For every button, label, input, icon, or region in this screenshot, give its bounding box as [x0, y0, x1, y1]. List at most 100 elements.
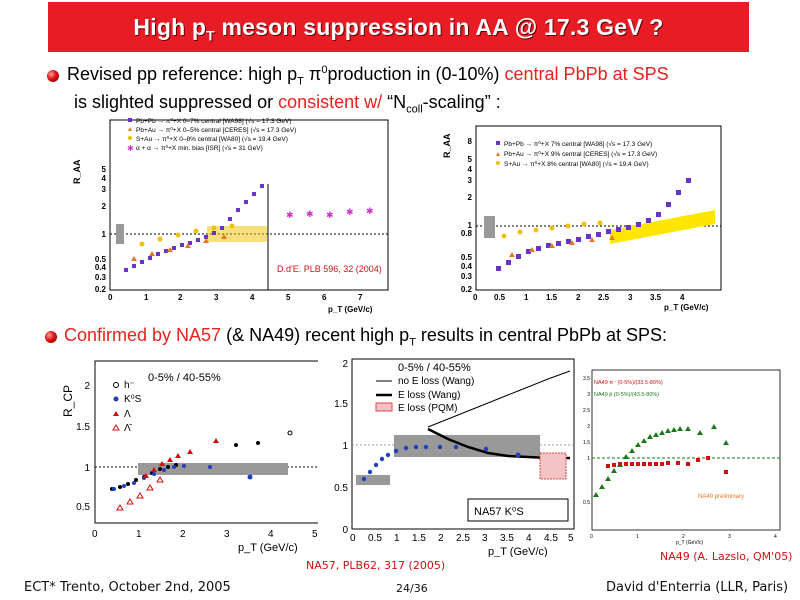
svg-text:✱: ✱ — [286, 210, 294, 220]
data-sau — [139, 223, 235, 247]
figure-raa-sps-2: R_AA Pb+Pb → π⁰+X 7% central [WA98] (√s … — [440, 122, 725, 312]
legend-entry: E loss (Wang) — [398, 390, 460, 401]
svg-text:✱: ✱ — [366, 206, 374, 216]
y-ticks: 0 0.5 1 1.5 2 — [334, 359, 348, 536]
tick: 3.5 — [650, 293, 662, 302]
svg-text:✱: ✱ — [306, 209, 314, 219]
legend-entry: Pb+Au → π⁰+X 9% central [CERES] (√s = 17… — [504, 150, 657, 158]
x-ticks: 0 0.5 1 1.5 2 2.5 3 3.5 4 — [473, 293, 685, 302]
tick: 0.3 — [461, 272, 473, 281]
legend-entry: K⁰S — [124, 394, 142, 405]
centrality-label: 0-5% / 40-55% — [398, 362, 471, 374]
highlight-text: Confirmed by NA57 — [64, 325, 222, 345]
text-sub: T — [409, 336, 416, 349]
tick: 5 — [102, 165, 107, 174]
text: results in central PbPb at SPS: — [415, 325, 668, 345]
tick: 0.2 — [95, 285, 107, 294]
title-part: High p — [133, 14, 207, 40]
footer-author: David d'Enterria (LLR, Paris) — [606, 580, 789, 595]
tick: 1.5 — [76, 422, 90, 433]
tick: 0.5 — [95, 255, 107, 264]
slide-title: High pT meson suppression in AA @ 17.3 G… — [48, 2, 749, 52]
tick: 2.5 — [456, 533, 470, 544]
tick: 3 — [224, 529, 230, 540]
tick: 1.5 — [412, 533, 426, 544]
tick: 0.5 — [494, 293, 506, 302]
tick: 4 — [774, 534, 777, 540]
data-sau — [501, 220, 603, 239]
tick: 1 — [636, 534, 639, 540]
y-ticks: 0.5 1 1.5 2 — [76, 381, 90, 513]
legend: h⁻ K⁰S Λ Λ̄ — [112, 380, 142, 434]
tick: 1 — [84, 463, 90, 474]
tick: 1.5 — [583, 440, 590, 446]
tick: 0 — [590, 534, 593, 540]
svg-text:✱: ✱ — [326, 210, 334, 220]
footer-venue: ECT* Trento, October 2nd, 2005 — [24, 580, 231, 595]
tick: 0 — [342, 525, 348, 536]
tick: 2 — [84, 381, 90, 392]
tick: 0.3 — [95, 273, 107, 282]
tick: 3 — [728, 534, 731, 540]
tick: 0.5 — [583, 500, 590, 506]
y-ticks: 0.5 1 1.5 2 2.5 3 3.5 — [583, 376, 590, 506]
tick: 1 — [468, 221, 473, 230]
tick: 0.5 — [334, 483, 348, 494]
highlight-text: consistent w/ — [278, 92, 383, 112]
legend-entry: Pb+Pb → π⁰+X 7% central [WA98] (√s = 17.… — [504, 140, 652, 148]
figure-rcp-na57-strange: R_CP 0-5% / 40-55% h⁻ K⁰S Λ Λ̄ 0 1 2 3 4… — [50, 357, 330, 557]
tick: 0 — [473, 293, 478, 302]
data-pbau — [509, 235, 615, 257]
tick: 0 — [108, 293, 113, 302]
tick: 4 — [250, 293, 255, 302]
legend-entry: Pb+Pb → π⁰+X 0–7% central [WA98] (√s = 1… — [136, 117, 291, 125]
svg-text:✱: ✱ — [346, 207, 354, 217]
text: production in (0-10%) — [327, 64, 505, 84]
tick: 2 — [102, 202, 107, 211]
text: “N — [382, 92, 407, 112]
y-ticks: 0.2 0.3 0.4 0.5 1 2 3 4 5 — [95, 165, 107, 294]
legend-entry: Λ̄ — [124, 423, 133, 434]
y-axis-label: R_AA — [72, 159, 82, 184]
citation-na49: NA49 (A. Lazslo, QM'05) — [660, 550, 793, 563]
tick: 7 — [358, 293, 363, 302]
tick: 5 — [468, 155, 473, 164]
tick: 2 — [468, 193, 473, 202]
tick: 1.5 — [334, 399, 348, 410]
legend: Pb+Pb → π⁰+X 0–7% central [WA98] (√s = 1… — [127, 117, 296, 153]
tick: 3 — [214, 293, 219, 302]
tick: 0.8 — [461, 229, 473, 238]
x-ticks: 0 1 2 3 4 5 — [92, 529, 318, 540]
tick: 3.5 — [583, 376, 590, 382]
tick: 2 — [180, 529, 186, 540]
x-axis-label: p_T (GeV/c) — [488, 546, 548, 557]
citation-na57: NA57, PLB62, 317 (2005) — [306, 559, 446, 572]
tick: 3 — [587, 392, 590, 398]
figure-rcp-na57-k0s-models: 0-5% / 40-55% no E loss (Wang) E loss (W… — [318, 357, 580, 557]
tick: 1 — [136, 529, 142, 540]
figure-citation: D.d'E. PLB 596, 32 (2004) — [277, 264, 382, 274]
tick: 4.5 — [544, 533, 558, 544]
legend-entry: no E loss (Wang) — [398, 376, 474, 387]
x-axis-label: p_T (GeV/c) — [328, 305, 373, 314]
tick: 1 — [524, 293, 529, 302]
data-lambda — [143, 438, 219, 478]
text: -scaling” : — [422, 92, 501, 112]
legend: NA49 π⁻ (0-5%)/(33.5-80%) NA49 p̄ (0-5%)… — [594, 380, 663, 398]
tick: 8 — [468, 137, 473, 146]
tick: 2 — [587, 424, 590, 430]
bullet-icon — [47, 70, 59, 82]
tick: 5 — [312, 529, 318, 540]
tick: 3 — [482, 533, 488, 544]
legend-entry: S+Au → π⁰+X 8% central [WA80] (√s = 19.4… — [504, 160, 649, 168]
title-bar: High pT meson suppression in AA @ 17.3 G… — [48, 2, 749, 52]
legend: Pb+Pb → π⁰+X 7% central [WA98] (√s = 17.… — [496, 140, 657, 168]
tick: 5 — [286, 293, 291, 302]
tick: 4 — [268, 529, 274, 540]
data-k0s — [112, 464, 253, 491]
legend-entry: NA49 π⁻ (0-5%)/(33.5-80%) — [594, 380, 663, 386]
x-ticks: 0 1 2 3 4 5 6 7 — [108, 293, 363, 302]
tick: 1 — [102, 230, 107, 239]
tick: 2 — [682, 534, 685, 540]
data-pbar — [593, 424, 729, 497]
